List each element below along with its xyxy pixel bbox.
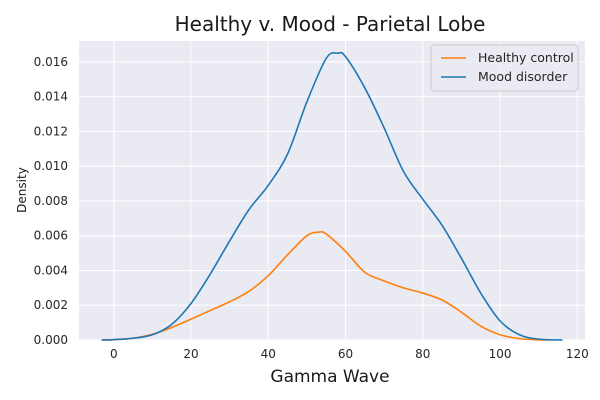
y-tick-label: 0.012 — [34, 124, 68, 138]
legend-label-mood-disorder: Mood disorder — [478, 69, 568, 84]
legend: Healthy control Mood disorder — [430, 44, 579, 92]
density-curves — [101, 51, 563, 341]
y-tick-label: 0.010 — [34, 159, 68, 173]
x-tick-label: 20 — [183, 347, 198, 361]
y-tick-label: 0.006 — [34, 229, 68, 243]
y-axis-label: Density — [15, 167, 29, 213]
y-tick-label: 0.014 — [34, 90, 68, 104]
series-line-healthy-control — [101, 230, 552, 341]
x-tick-label: 80 — [415, 347, 430, 361]
legend-box — [430, 44, 579, 92]
legend-label-healthy-control: Healthy control — [478, 50, 574, 65]
y-tick-label: 0.000 — [34, 333, 68, 347]
x-tick-label: 120 — [566, 347, 589, 361]
y-tick-label: 0.016 — [34, 55, 68, 69]
chart-title: Healthy v. Mood - Parietal Lobe — [175, 12, 486, 36]
y-tick-label: 0.004 — [34, 263, 68, 277]
x-tick-label: 60 — [338, 347, 353, 361]
x-tick-label: 0 — [110, 347, 118, 361]
x-tick-label: 40 — [261, 347, 276, 361]
axis-ticks: 0 20 40 60 80 100 120 0.000 0.002 0.004 0.006 0.008… — [34, 55, 589, 361]
x-tick-label: 100 — [489, 347, 512, 361]
x-axis-label: Gamma Wave — [270, 367, 389, 387]
series-line-mood-disorder — [101, 51, 563, 341]
grid-lines — [79, 41, 585, 341]
y-tick-label: 0.002 — [34, 298, 68, 312]
y-tick-label: 0.008 — [34, 194, 68, 208]
